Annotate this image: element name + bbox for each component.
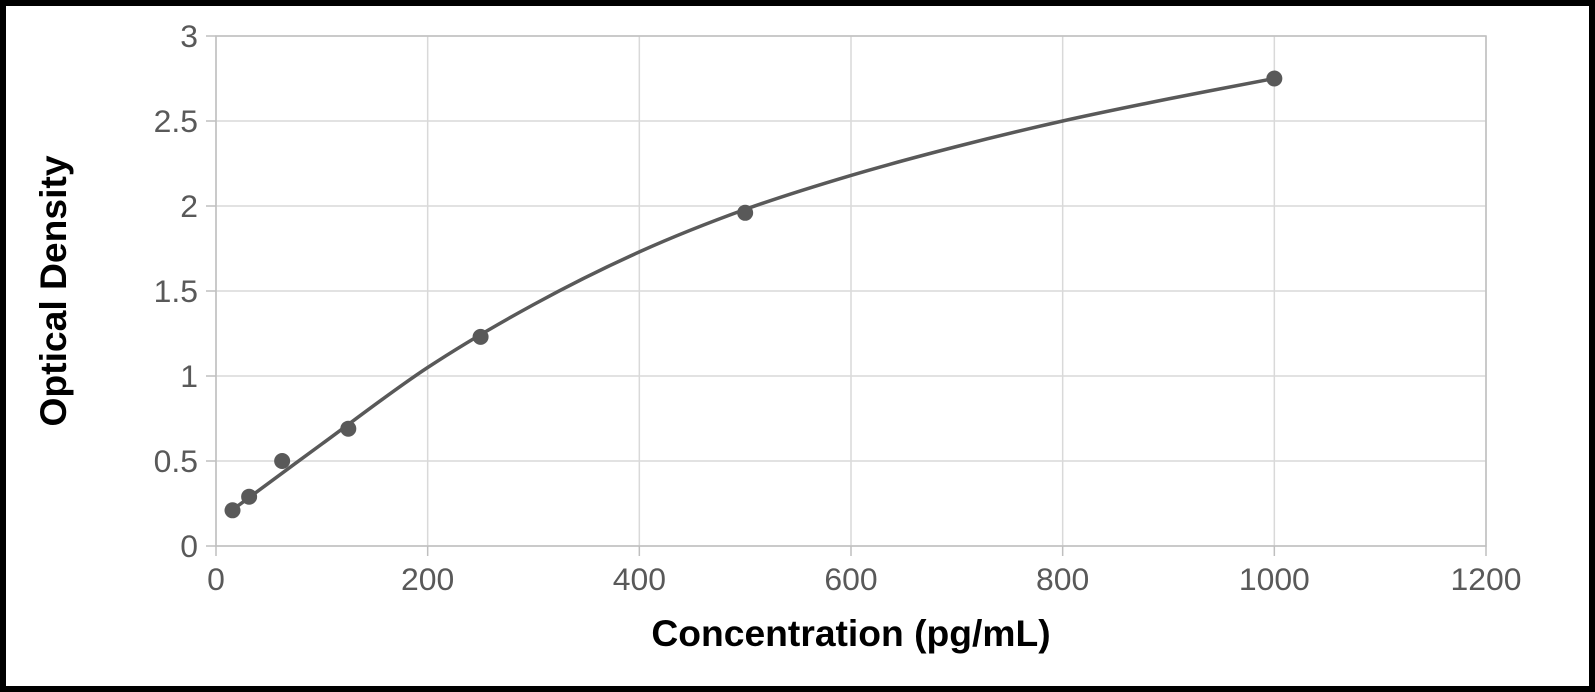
data-point	[1266, 71, 1282, 87]
standard-curve-chart: 0 200 400 600 800 1000 1200 0 0.5 1 1.5 2 2.5 3 Concen…	[6, 6, 1589, 686]
y-tick-label: 2	[180, 188, 198, 224]
x-tick-label: 800	[1036, 561, 1089, 597]
x-axis-label: Concentration (pg/mL)	[651, 612, 1050, 654]
y-tick-label: 0	[180, 528, 198, 564]
y-tick-label: 0.5	[154, 443, 198, 479]
x-tick-label: 1000	[1239, 561, 1310, 597]
chart-frame: 0 200 400 600 800 1000 1200 0 0.5 1 1.5 2 2.5 3 Concen…	[0, 0, 1595, 692]
x-tick-label: 200	[401, 561, 454, 597]
data-point	[225, 502, 241, 518]
data-point	[340, 421, 356, 437]
y-tick-label: 2.5	[154, 103, 198, 139]
x-tick-label: 1200	[1451, 561, 1522, 597]
data-point	[473, 329, 489, 345]
x-tick-label: 400	[613, 561, 666, 597]
x-tick-label: 600	[824, 561, 877, 597]
y-axis-label: Optical Density	[32, 155, 74, 426]
data-point	[737, 205, 753, 221]
data-point	[274, 453, 290, 469]
x-tick-label: 0	[207, 561, 225, 597]
y-tick-label: 3	[180, 18, 198, 54]
y-tick-label: 1.5	[154, 273, 198, 309]
y-tick-label: 1	[180, 358, 198, 394]
data-point	[241, 489, 257, 505]
